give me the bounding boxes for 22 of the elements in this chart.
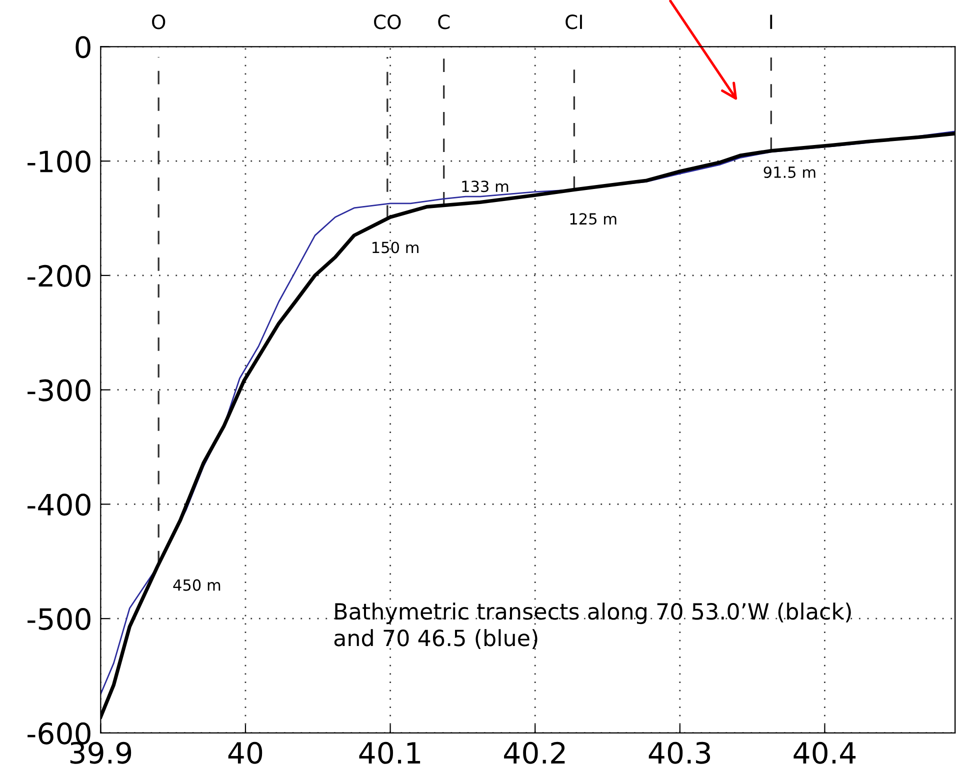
y-tick-label: -100	[28, 150, 90, 173]
annotation: 125 m	[570, 213, 616, 225]
y-tick-label: -400	[28, 494, 90, 516]
y-tick-label: -300	[28, 379, 90, 402]
y-tick-label: -500	[28, 608, 90, 630]
ref-line-label: I	[770, 14, 772, 29]
annotation: 91.5 m	[764, 166, 816, 178]
x-tick-label: 40.3	[648, 742, 710, 764]
annotation: 450 m	[173, 579, 220, 591]
ref-line-label: CO	[374, 14, 401, 30]
ref-line-label: O	[152, 14, 166, 30]
x-tick-label: 40	[228, 742, 262, 764]
annotation: 133 m	[462, 180, 508, 192]
annotation: Bathymetric transects along 70 53.0’W (black) and 70 46.5 (blue)	[334, 602, 851, 649]
ref-line-label: CI	[566, 14, 582, 30]
x-tick-label: 40.4	[794, 742, 856, 764]
y-tick-label: -200	[28, 264, 90, 287]
annotation: 150 m	[372, 242, 418, 254]
y-tick-label: 0	[76, 36, 90, 58]
x-tick-label: 40.1	[359, 742, 420, 764]
x-tick-label: 40.2	[504, 742, 565, 764]
ref-line-label: C	[438, 14, 450, 30]
